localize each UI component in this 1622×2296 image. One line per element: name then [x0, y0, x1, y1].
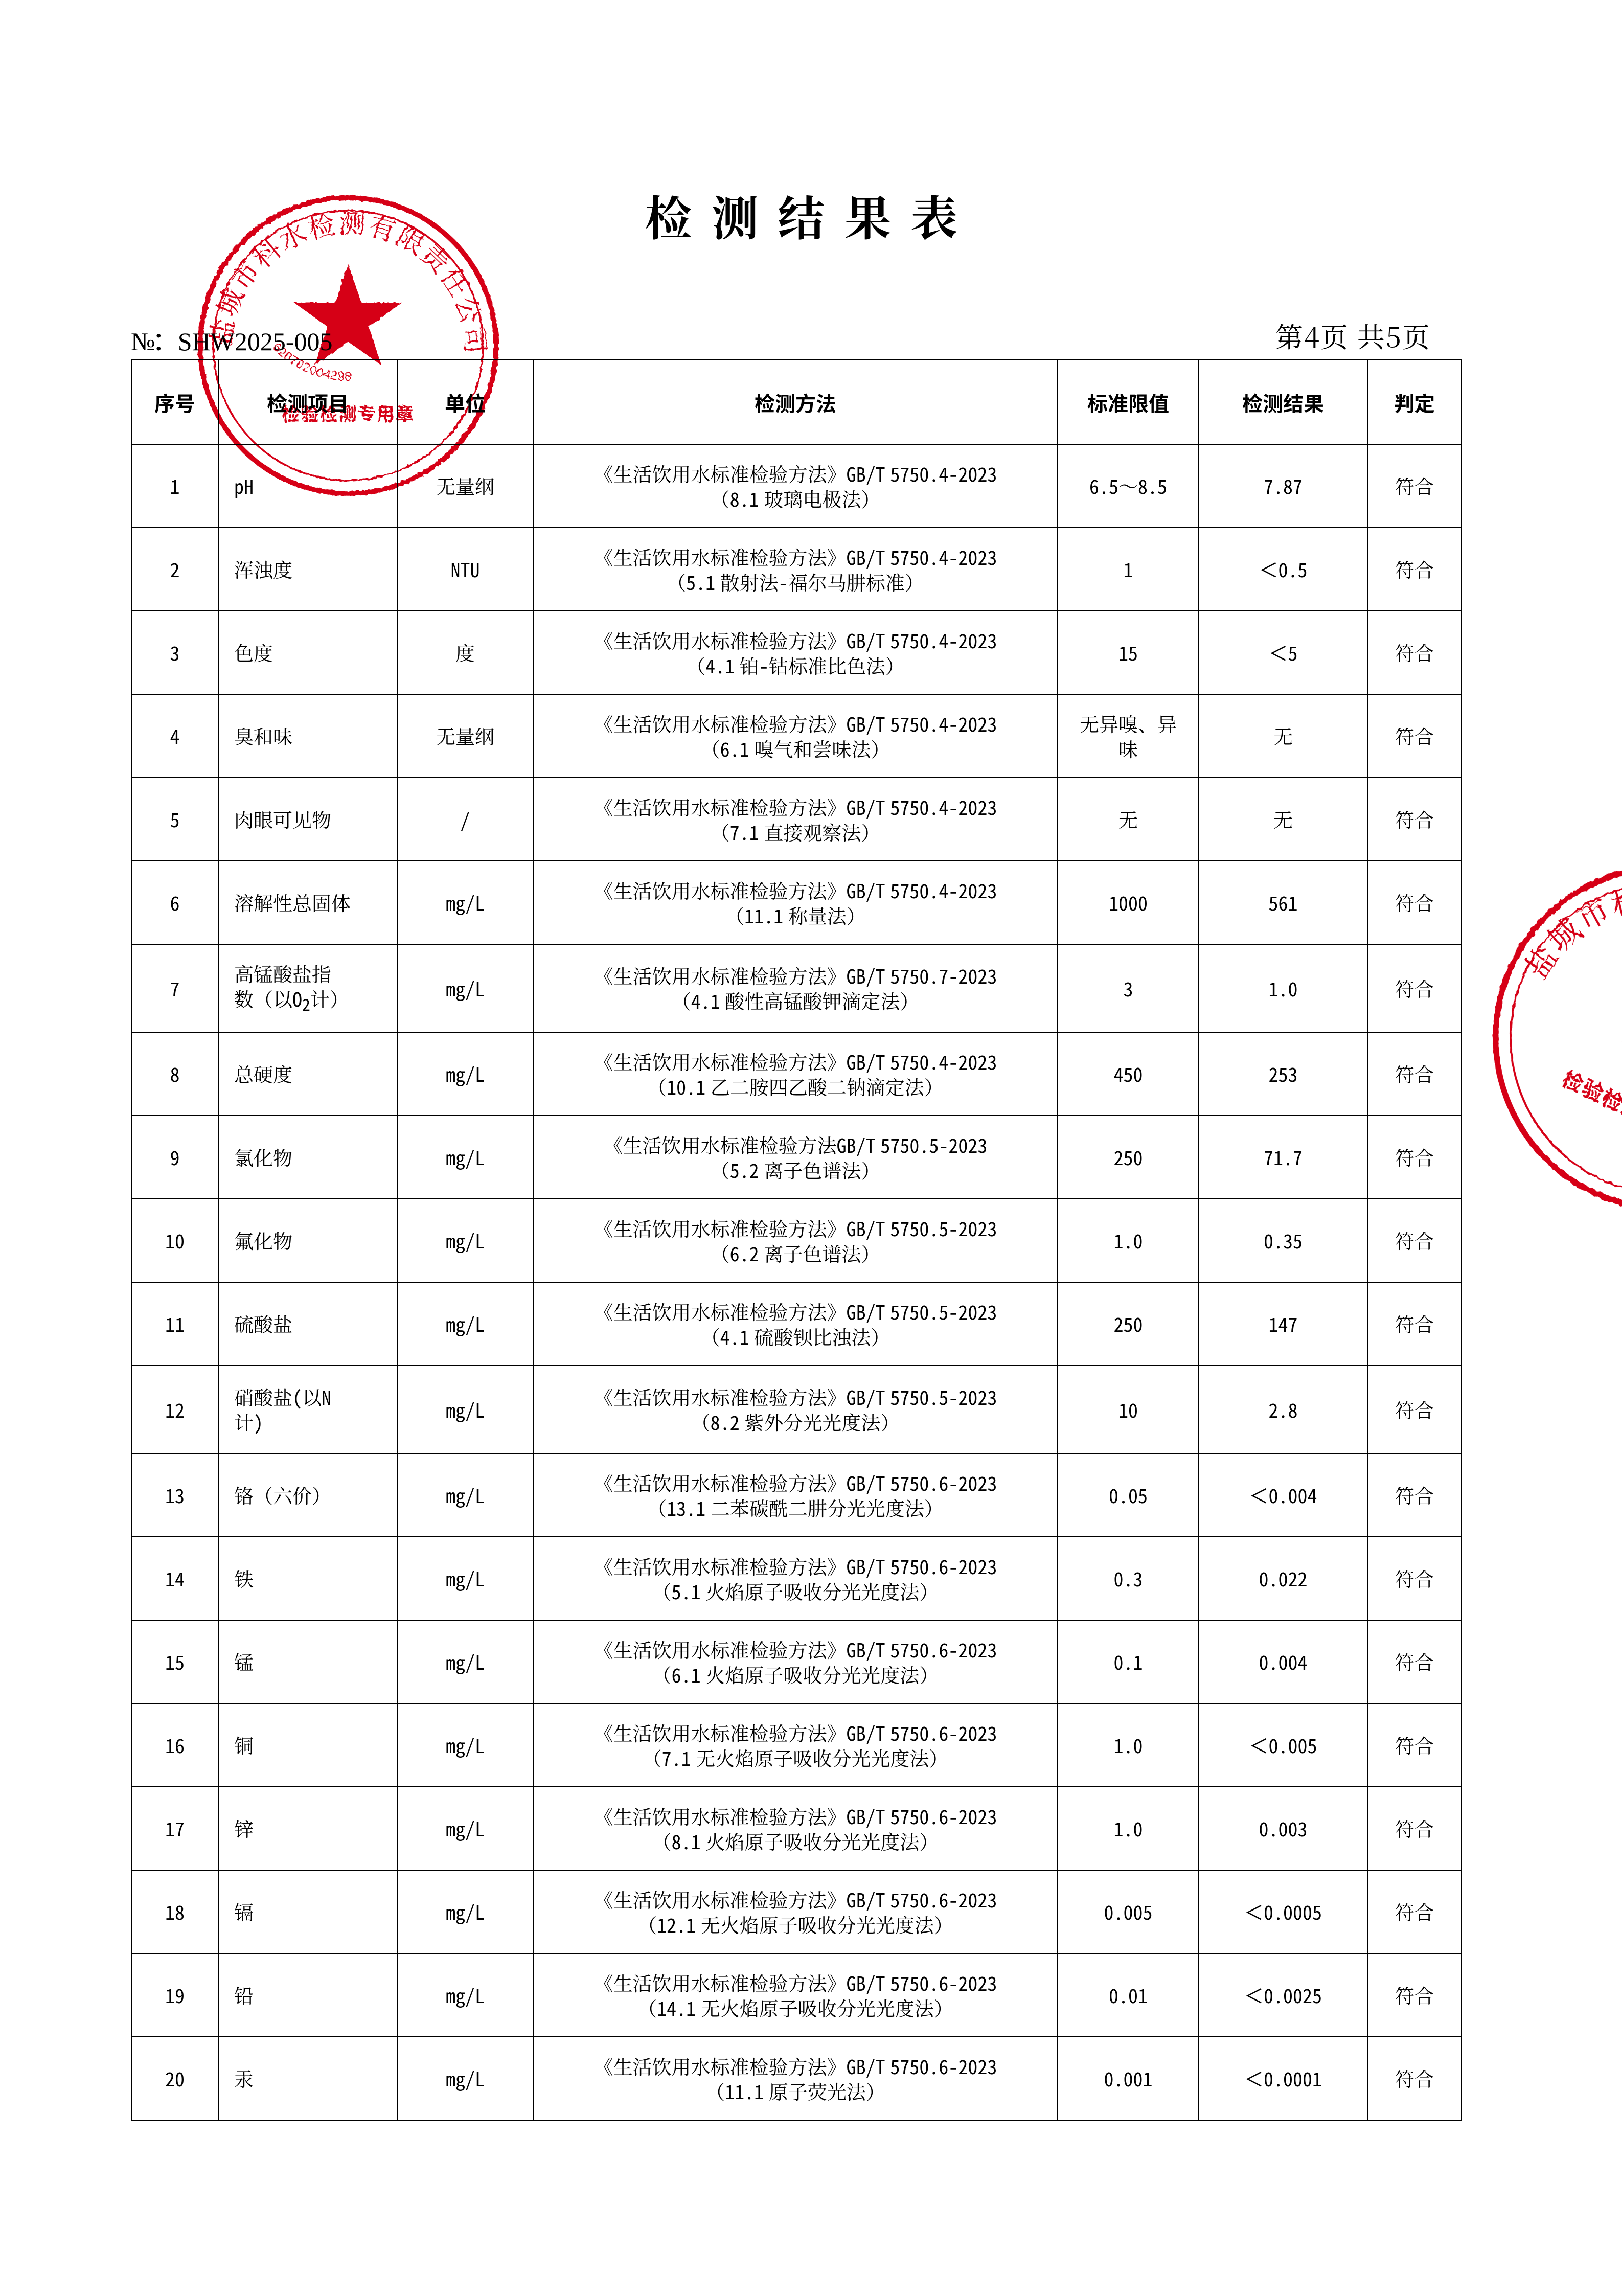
svg-text:检验检测专用章: 检验检测专用章	[282, 400, 415, 426]
svg-text:检验检测专用章: 检验检测专用章	[1558, 1062, 1622, 1154]
